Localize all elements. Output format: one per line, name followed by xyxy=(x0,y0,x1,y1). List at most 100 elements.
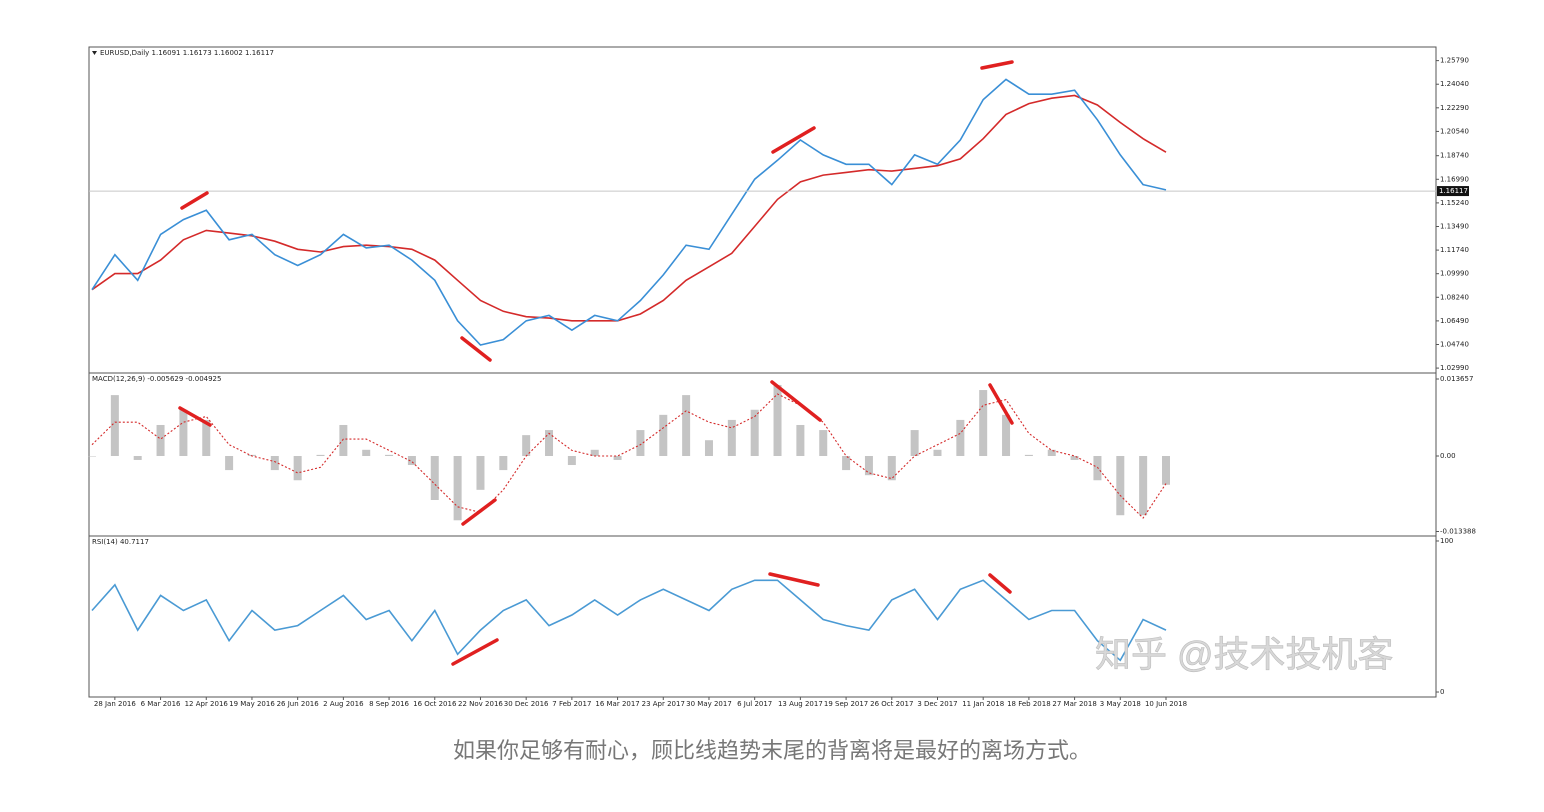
panel-title: RSI(14) 40.7117 xyxy=(92,538,149,546)
macd-bar xyxy=(1070,456,1079,460)
panel-title: MACD(12,26,9) -0.005629 -0.004925 xyxy=(92,375,221,383)
macd-bar xyxy=(545,430,554,457)
x-tick-label: 10 Jun 2018 xyxy=(1145,700,1187,708)
macd-bar xyxy=(819,430,828,457)
macd-bar xyxy=(773,384,782,457)
x-tick-label: 19 May 2016 xyxy=(229,700,275,708)
y-tick-label: 1.15240 xyxy=(1440,199,1469,207)
x-tick-label: 19 Sep 2017 xyxy=(824,700,868,708)
divergence-line xyxy=(770,380,822,422)
y-tick-label: 1.20540 xyxy=(1440,127,1469,135)
last-price-label: 1.16117 xyxy=(1439,187,1468,195)
macd-bar xyxy=(362,449,371,457)
y-tick-label: 1.06490 xyxy=(1440,317,1469,325)
macd-bar xyxy=(499,456,508,471)
macd-bar xyxy=(430,456,439,500)
x-tick-label: 3 Dec 2017 xyxy=(917,700,957,708)
macd-bar xyxy=(202,419,211,457)
x-tick-label: 8 Sep 2016 xyxy=(369,700,409,708)
x-tick-label: 28 Jan 2016 xyxy=(94,700,137,708)
x-tick-label: 30 May 2017 xyxy=(686,700,732,708)
divergence-line xyxy=(988,573,1012,594)
macd-bar xyxy=(567,456,576,466)
macd-bar xyxy=(385,454,394,457)
series-line xyxy=(91,579,1167,662)
macd-bar xyxy=(476,456,485,490)
y-tick-label: 100 xyxy=(1440,537,1453,545)
macd-bar xyxy=(750,409,759,457)
x-tick-label: 11 Jan 2018 xyxy=(962,700,1004,708)
macd-bar xyxy=(659,414,668,457)
macd-bar xyxy=(796,424,805,457)
x-tick-label: 26 Oct 2017 xyxy=(870,700,913,708)
x-tick-label: 13 Aug 2017 xyxy=(778,700,823,708)
divergence-line xyxy=(178,406,212,427)
macd-bar xyxy=(864,456,873,476)
y-tick-label: 0.013657 xyxy=(1440,375,1473,383)
divergence-line xyxy=(768,572,820,587)
macd-bar xyxy=(179,409,188,457)
x-tick-label: 2 Aug 2016 xyxy=(323,700,364,708)
menu-arrow xyxy=(92,51,97,55)
macd-bar xyxy=(293,456,302,481)
x-tick-label: 16 Mar 2017 xyxy=(595,700,639,708)
x-tick-label: 18 Feb 2018 xyxy=(1007,700,1051,708)
macd-bar xyxy=(636,430,645,457)
macd-bar xyxy=(88,456,96,457)
y-tick-label: -0.013388 xyxy=(1440,527,1476,535)
x-tick-label: 6 Jul 2017 xyxy=(737,700,772,708)
macd-bar xyxy=(1024,454,1033,457)
macd-bar xyxy=(1002,414,1011,457)
x-tick-label: 6 Mar 2016 xyxy=(141,700,181,708)
macd-bar xyxy=(339,424,348,457)
macd-bar xyxy=(887,456,896,481)
divergence-line xyxy=(980,60,1014,70)
x-tick-label: 30 Dec 2016 xyxy=(504,700,549,708)
watermark: 知乎 @技术投机客 xyxy=(1095,634,1394,675)
panel-title: EURUSD,Daily 1.16091 1.16173 1.16002 1.1… xyxy=(100,49,274,57)
macd-bar xyxy=(522,435,531,457)
y-tick-label: 1.09990 xyxy=(1440,270,1469,278)
macd-bar xyxy=(727,419,736,457)
y-tick-label: 1.11740 xyxy=(1440,246,1469,254)
series-line xyxy=(91,94,1167,322)
macd-bar xyxy=(910,430,919,457)
x-tick-label: 7 Feb 2017 xyxy=(552,700,591,708)
macd-bar xyxy=(933,449,942,457)
macd-bar xyxy=(613,456,622,460)
y-tick-label: 1.08240 xyxy=(1440,293,1469,301)
macd-bar xyxy=(1162,456,1170,485)
divergence-line xyxy=(180,191,209,210)
marks: EURUSD,Daily 1.16091 1.16173 1.16002 1.1… xyxy=(88,49,1476,708)
macd-bar xyxy=(1047,449,1056,457)
x-tick-label: 23 Apr 2017 xyxy=(642,700,685,708)
macd-bar xyxy=(407,456,416,466)
divergence-line xyxy=(451,638,499,666)
macd-bar xyxy=(704,440,713,457)
series-line xyxy=(91,393,1167,519)
divergence-line xyxy=(988,383,1014,425)
y-tick-label: 1.24040 xyxy=(1440,80,1469,88)
macd-bar xyxy=(590,449,599,457)
y-tick-label: 1.13490 xyxy=(1440,222,1469,230)
macd-bar xyxy=(1116,456,1125,516)
x-tick-label: 12 Apr 2016 xyxy=(185,700,229,708)
macd-bar xyxy=(453,456,462,521)
last-price-box xyxy=(1437,186,1469,197)
macd-bar xyxy=(979,390,988,457)
y-tick-label: 0 xyxy=(1440,688,1444,696)
macd-bar xyxy=(956,419,965,457)
macd-bar xyxy=(270,456,279,471)
plot-frame xyxy=(88,46,1437,698)
divergence-line xyxy=(461,498,497,526)
series-line xyxy=(91,78,1167,346)
macd-bar xyxy=(842,456,851,471)
y-tick-label: 1.18740 xyxy=(1440,152,1469,160)
macd-bar xyxy=(1139,456,1148,516)
x-tick-label: 16 Oct 2016 xyxy=(413,700,457,708)
y-tick-label: 1.16990 xyxy=(1440,175,1469,183)
divergence-lines xyxy=(178,60,1014,666)
divergence-line xyxy=(771,126,816,154)
